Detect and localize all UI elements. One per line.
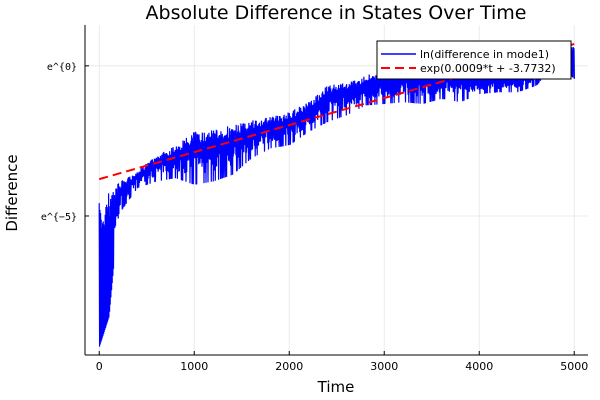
x-tick-label: 1000 xyxy=(180,360,208,373)
x-tick-label: 2000 xyxy=(275,360,303,373)
legend-box xyxy=(376,40,572,80)
axes: 0 1000 2000 3000 4000 5000 e^{0} e^{−5} xyxy=(41,25,588,373)
legend: ln(difference in mode1) exp(0.0009*t + -… xyxy=(376,40,572,80)
y-axis-label: Difference xyxy=(3,154,21,231)
data-series-line xyxy=(98,44,575,347)
x-tick-label: 3000 xyxy=(370,360,398,373)
legend-label-data: ln(difference in mode1) xyxy=(420,48,549,61)
x-tick-label: 4000 xyxy=(465,360,493,373)
y-tick-label: e^{0} xyxy=(47,62,77,73)
chart-title: Absolute Difference in States Over Time xyxy=(146,2,527,24)
y-tick-label: e^{−5} xyxy=(41,212,77,223)
x-tick-label: 5000 xyxy=(560,360,588,373)
series-layer xyxy=(98,43,575,347)
x-tick-label: 0 xyxy=(96,360,103,373)
legend-label-fit: exp(0.0009*t + -3.7732) xyxy=(420,62,556,75)
x-axis-label: Time xyxy=(317,378,355,396)
